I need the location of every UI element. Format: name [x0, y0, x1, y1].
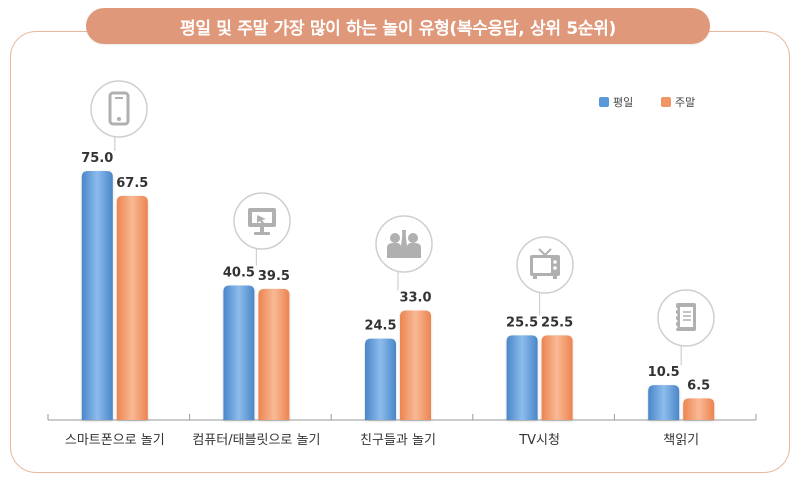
- bar-weekend-3: [541, 335, 573, 420]
- value-label-weekday-2: 24.5: [364, 319, 396, 334]
- value-label-weekend-1: 39.5: [258, 269, 290, 284]
- x-tick-labels: 스마트폰으로 놀기 컴퓨터/태블릿으로 놀기 친구들과 놀기 TV시청 책읽기: [65, 433, 699, 448]
- smartphone-icon: [90, 80, 148, 138]
- monitor-icon: [233, 192, 291, 250]
- x-tick-label: 스마트폰으로 놀기: [65, 433, 165, 448]
- bar-weekday-2: [365, 338, 396, 420]
- bars: [81, 171, 715, 420]
- bar-weekend-0: [116, 195, 148, 420]
- legend-label-weekend: 주말: [675, 96, 695, 109]
- legend-swatch-weekend: [661, 97, 671, 107]
- value-label-weekday-1: 40.5: [223, 266, 255, 281]
- x-tick-label: 친구들과 놀기: [360, 433, 436, 448]
- category-dividers: [47, 414, 757, 420]
- legend: 평일 주말: [599, 95, 695, 109]
- value-label-weekday-0: 75.0: [81, 151, 113, 166]
- value-label-weekday-4: 10.5: [648, 365, 680, 380]
- bar-weekday-3: [506, 335, 538, 420]
- x-tick-label: TV시청: [518, 433, 560, 448]
- friends-icon: [375, 215, 433, 273]
- bar-weekend-1: [258, 288, 290, 420]
- value-label-weekend-0: 67.5: [116, 176, 148, 191]
- legend-swatch-weekday: [599, 97, 609, 107]
- tv-icon: [516, 236, 574, 294]
- value-labels: 75.067.5 40.5 39.5 24.533.0 25.5 25.5 10.5 6.5: [81, 151, 710, 393]
- x-tick-label: 컴퓨터/태블릿으로 놀기: [192, 433, 320, 448]
- chart-title: 평일 및 주말 가장 많이 하는 놀이 유형(복수응답, 상위 5순위): [86, 8, 710, 44]
- x-tick-label: 책읽기: [663, 433, 699, 448]
- bar-weekend-2: [400, 310, 431, 420]
- value-label-weekend-3: 25.5: [541, 315, 573, 330]
- value-label-weekend-2: 33.0: [399, 290, 431, 305]
- bar-weekday-4: [648, 385, 680, 420]
- book-icon: [657, 289, 715, 347]
- icon-stems: [114, 137, 682, 366]
- bar-weekday-1: [223, 285, 255, 420]
- legend-item-weekend: 주말: [661, 96, 695, 109]
- bar-weekend-4: [683, 398, 715, 420]
- legend-item-weekday: 평일: [599, 95, 633, 109]
- legend-label-weekday: 평일: [613, 95, 633, 109]
- value-label-weekend-4: 6.5: [687, 378, 710, 393]
- bar-weekday-0: [81, 171, 113, 420]
- value-label-weekday-3: 25.5: [506, 315, 538, 330]
